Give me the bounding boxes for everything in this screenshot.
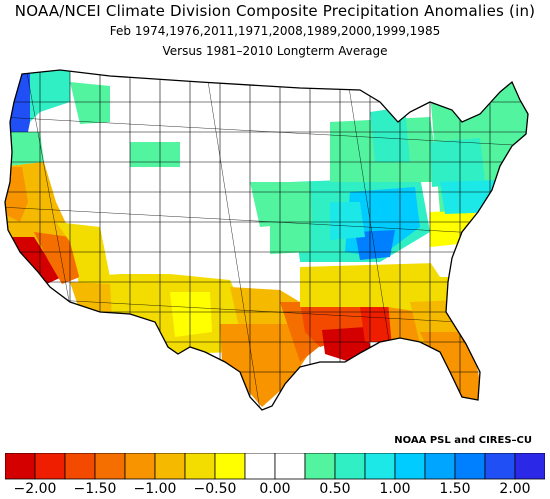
region-montana-east bbox=[130, 142, 180, 167]
us-outline bbox=[4, 69, 529, 411]
map-title: NOAA/NCEI Climate Division Composite Pre… bbox=[14, 2, 536, 20]
region-southern-california-inland bbox=[34, 232, 80, 284]
legend-swatch bbox=[424, 452, 456, 480]
legend-swatch bbox=[274, 452, 306, 480]
legend-tick-label: 0.50 bbox=[319, 481, 351, 497]
legend-tick-label: −2.00 bbox=[13, 481, 57, 497]
legend-swatch bbox=[244, 452, 276, 480]
us-map-svg bbox=[4, 69, 529, 411]
region-central-plains bbox=[250, 182, 312, 227]
region-michigan bbox=[370, 107, 410, 162]
legend-swatch bbox=[214, 452, 246, 480]
legend-swatch bbox=[304, 452, 336, 480]
legend-colorbar bbox=[4, 452, 546, 480]
legend-tick-label: 2.00 bbox=[499, 481, 531, 497]
region-kansas-east bbox=[270, 222, 310, 254]
region-illinois-south bbox=[330, 202, 365, 240]
region-southeast bbox=[300, 262, 470, 312]
legend-swatch bbox=[334, 452, 366, 480]
legend-swatch bbox=[364, 452, 396, 480]
region-new-mexico-south bbox=[170, 292, 212, 337]
years-subtitle: Feb 1974,1976,2011,1971,2008,1989,2000,1… bbox=[109, 24, 441, 38]
region-southern-california bbox=[10, 237, 62, 287]
legend-tick-label: 1.50 bbox=[439, 481, 471, 497]
legend-swatch bbox=[514, 452, 546, 480]
legend-swatch bbox=[64, 452, 96, 480]
region-tennessee-north bbox=[355, 230, 395, 260]
legend-tick-label: −1.00 bbox=[133, 481, 177, 497]
precipitation-anomaly-map bbox=[0, 62, 550, 442]
region-mid-atlantic bbox=[440, 180, 500, 214]
legend-tick-label: −1.50 bbox=[73, 481, 117, 497]
legend-tick-label: −0.50 bbox=[193, 481, 237, 497]
legend-swatch bbox=[394, 452, 426, 480]
legend-swatch bbox=[454, 452, 486, 480]
baseline-subtitle: Versus 1981–2010 Longterm Average bbox=[162, 44, 388, 58]
legend-swatch bbox=[154, 452, 186, 480]
legend-swatch bbox=[94, 452, 126, 480]
legend-tick-label: 1.00 bbox=[379, 481, 411, 497]
data-credit: NOAA PSL and CIRES–CU bbox=[394, 435, 532, 446]
legend-tick-label: 0.00 bbox=[259, 481, 291, 497]
legend-swatch bbox=[34, 452, 66, 480]
color-legend: −2.00 −1.50 −1.00 −0.50 0.00 0.50 1.00 1.50 2.00 bbox=[4, 452, 546, 499]
legend-swatch bbox=[484, 452, 516, 480]
region-texas-central bbox=[220, 324, 310, 407]
region-mississippi-south bbox=[360, 307, 392, 342]
legend-swatch bbox=[4, 452, 36, 480]
region-new-york bbox=[430, 138, 485, 187]
region-texas-north bbox=[230, 287, 300, 332]
region-alabama-south bbox=[388, 302, 420, 347]
legend-swatch bbox=[184, 452, 216, 480]
region-virginia bbox=[430, 210, 478, 247]
region-nevada-south bbox=[56, 222, 110, 280]
legend-swatch bbox=[124, 452, 156, 480]
